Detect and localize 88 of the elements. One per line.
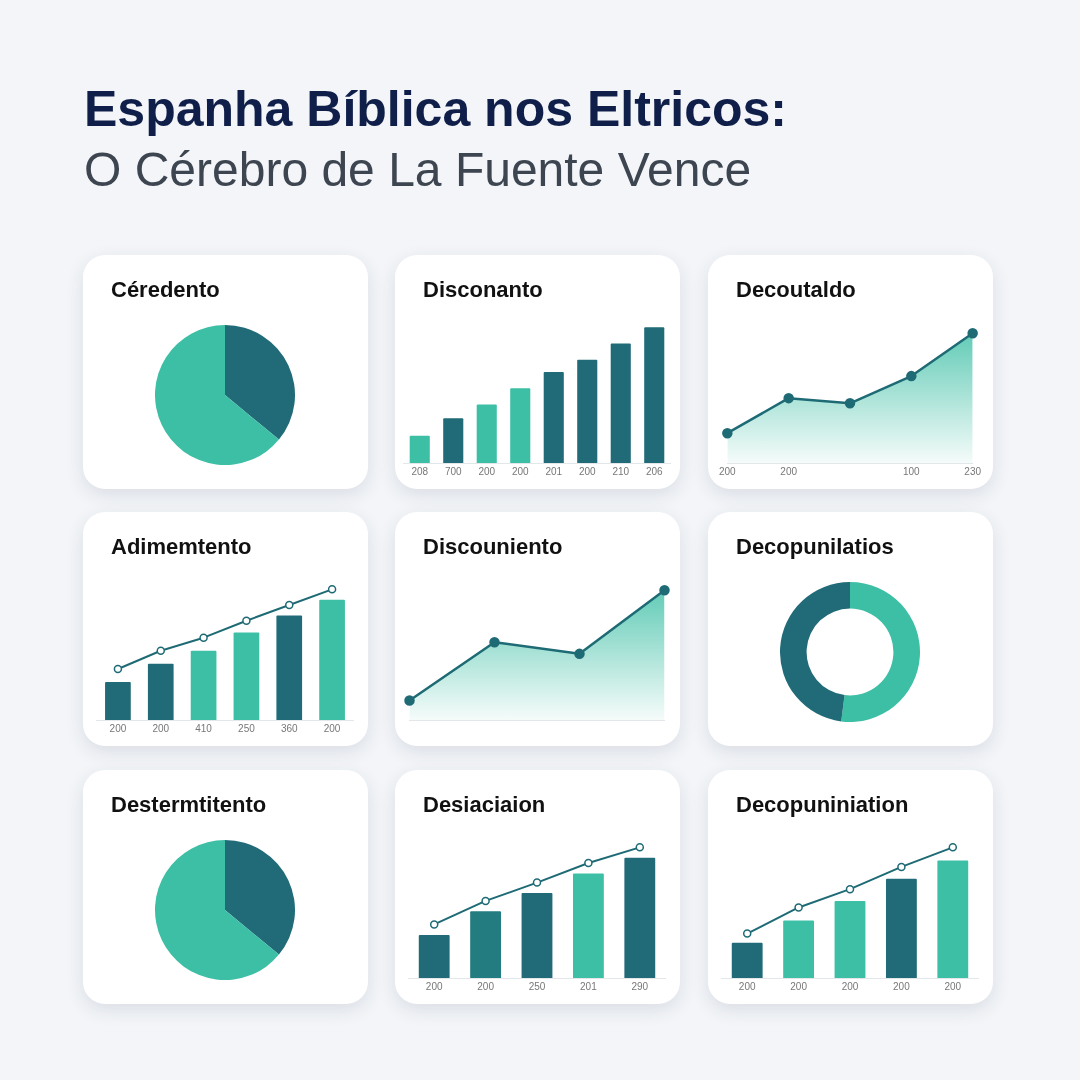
x-tick-label: 360 (280, 722, 299, 734)
x-tick-label: 200 (109, 722, 127, 734)
chart-title: Discouniento (423, 534, 563, 560)
bar (418, 934, 450, 978)
point (489, 636, 500, 648)
x-tick-label: 200 (944, 980, 962, 992)
bar (624, 857, 656, 978)
bar (543, 371, 564, 463)
x-tick-label: 230 (964, 465, 982, 477)
x-tick-label: 200 (425, 980, 443, 992)
bar (190, 650, 217, 720)
bar (409, 435, 430, 463)
point (532, 878, 542, 887)
bar (470, 911, 502, 978)
x-tick-label: 100 (902, 465, 921, 477)
x-tick-label: 200 (477, 980, 495, 992)
bar (105, 682, 131, 720)
point (481, 896, 490, 906)
bar (937, 860, 969, 978)
x-tick-label: 200 (578, 465, 597, 477)
x-tick-label: 250 (528, 980, 546, 992)
x-tick-label: 200 (738, 980, 756, 992)
x-tick-label: 290 (631, 980, 649, 992)
point (742, 929, 752, 938)
x-tick-label: 200 (780, 465, 798, 477)
bar (510, 388, 531, 463)
x-tick-label: 200 (719, 465, 737, 477)
bar (319, 599, 345, 720)
chart-title: Decopuniniation (736, 792, 909, 818)
point (113, 664, 123, 674)
point (967, 328, 978, 339)
x-tick-label: 200 (323, 722, 341, 734)
point (429, 920, 439, 929)
x-tick-label: 210 (612, 465, 630, 477)
x-tick-label: 201 (580, 980, 598, 992)
point (574, 648, 585, 660)
x-tick-label: 410 (195, 722, 213, 734)
point (659, 585, 670, 596)
bar (731, 942, 763, 978)
bar (521, 893, 553, 978)
bar (783, 920, 815, 978)
chart-title: Céredento (111, 277, 220, 303)
chart-title: Adimemtento (111, 534, 252, 560)
bar (572, 873, 604, 978)
text: O Cérebro de La Fuente Vence (84, 142, 753, 197)
point (845, 884, 855, 894)
point (404, 695, 415, 706)
point (897, 862, 906, 872)
point (199, 633, 208, 642)
x-tick-label: 201 (545, 465, 563, 477)
point (584, 858, 593, 868)
bar (147, 663, 174, 720)
point (783, 392, 794, 404)
x-tick-label: 208 (411, 465, 429, 477)
x-tick-label: 250 (238, 722, 256, 734)
x-tick-label: 200 (841, 980, 859, 992)
bar (610, 343, 631, 463)
bar (476, 404, 497, 463)
point (794, 903, 803, 912)
point (635, 843, 645, 852)
chart-title: Decoutaldo (736, 277, 856, 303)
point (327, 585, 337, 594)
bar (577, 359, 598, 463)
bar (644, 327, 665, 463)
x-tick-label: 200 (893, 980, 911, 992)
chart-title: Destermtitento (111, 792, 267, 818)
chart-title: Desiaciaion (423, 792, 546, 818)
x-tick-label: 700 (444, 465, 463, 477)
point (242, 616, 251, 625)
point (906, 370, 917, 382)
bar (443, 418, 464, 463)
bar (834, 900, 866, 978)
bar (276, 615, 303, 720)
x-tick-label: 200 (511, 465, 530, 477)
x-tick-label: 206 (645, 465, 664, 477)
point (844, 398, 856, 409)
chart-title: Disconanto (423, 277, 543, 303)
bar (885, 878, 917, 978)
point (285, 600, 294, 610)
chart-title: Decopunilatios (736, 534, 894, 560)
point (722, 427, 733, 439)
x-tick-label: 200 (790, 980, 808, 992)
point (948, 843, 958, 852)
x-tick-label: 200 (478, 465, 496, 477)
bar (233, 632, 260, 720)
text: Espanha Bíblica nos Eltricos: (84, 80, 787, 138)
point (156, 646, 165, 655)
x-tick-label: 200 (152, 722, 170, 734)
